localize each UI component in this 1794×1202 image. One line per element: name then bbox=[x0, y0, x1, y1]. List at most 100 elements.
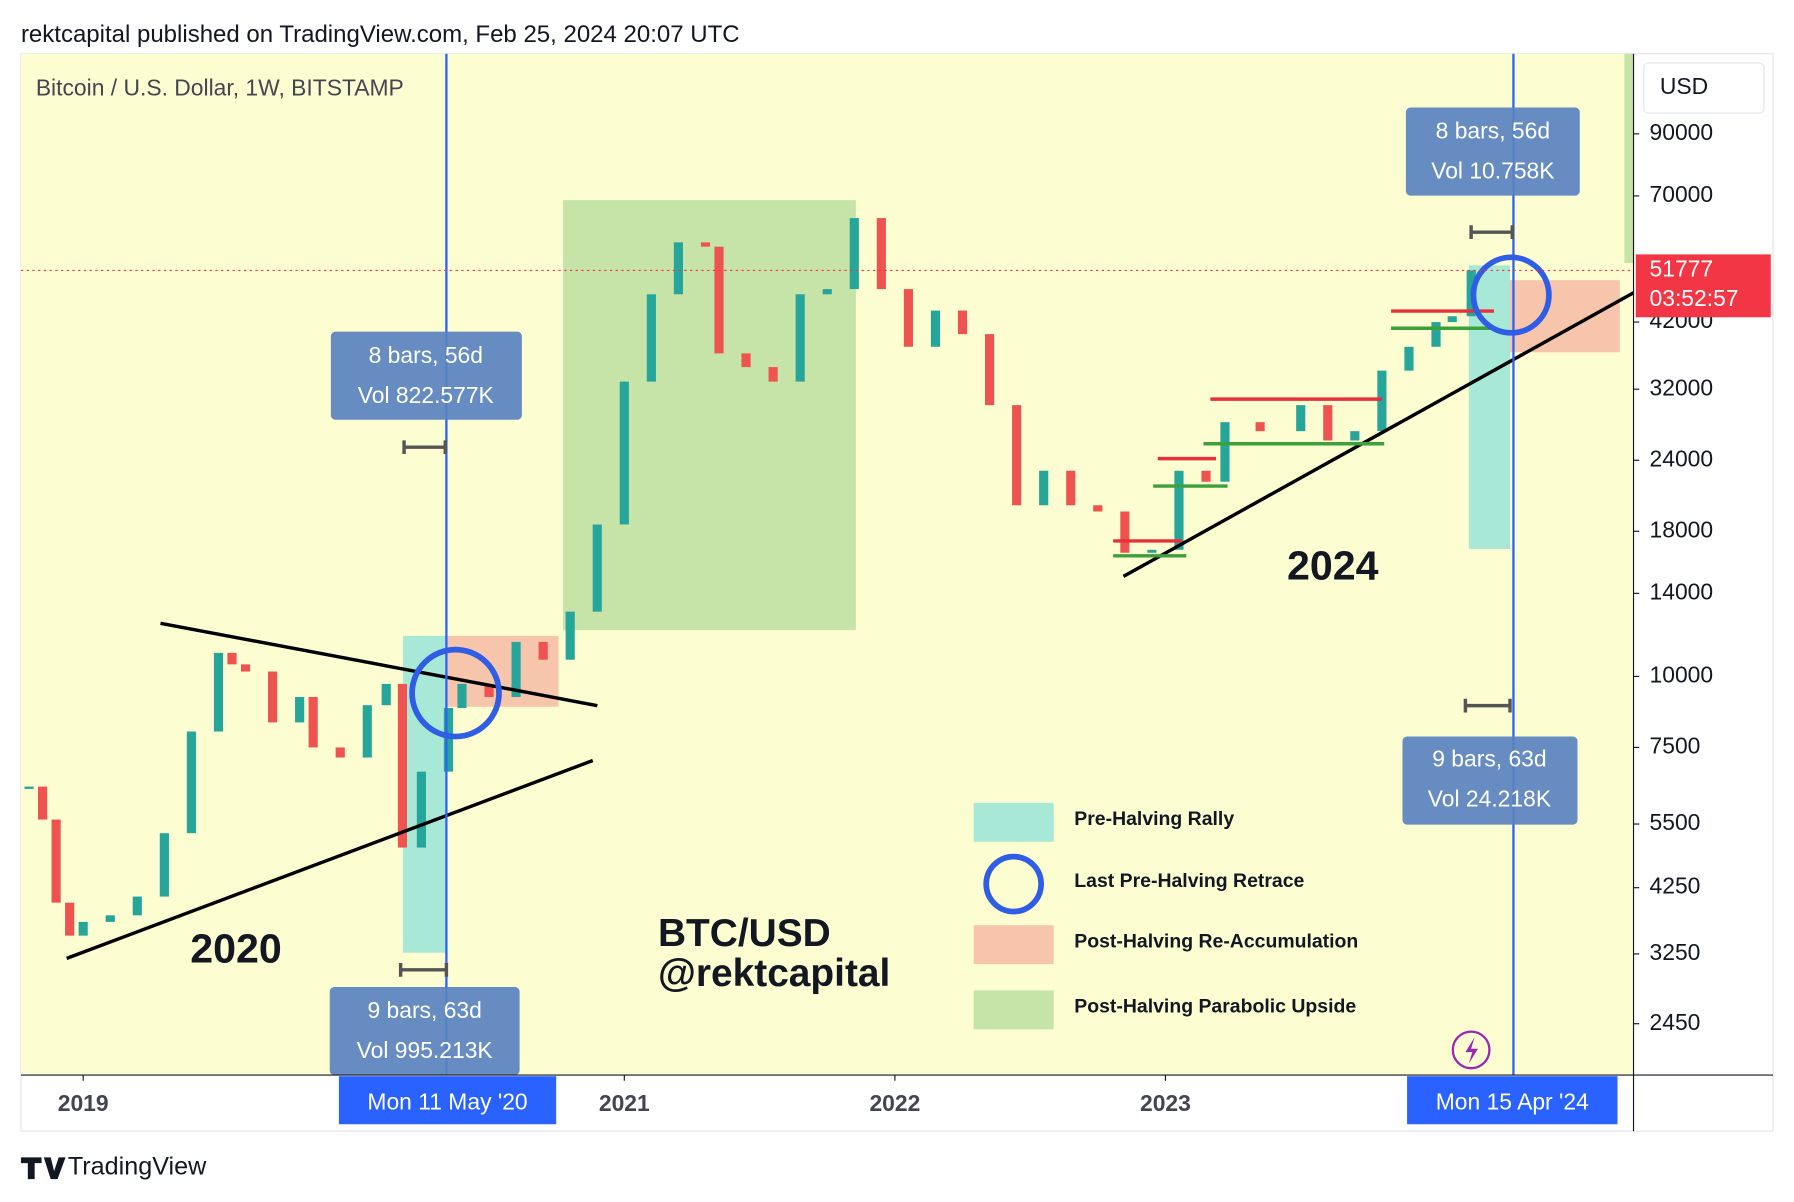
x-tick-label: 2022 bbox=[869, 1090, 920, 1116]
candle bbox=[646, 294, 656, 382]
trendline bbox=[1122, 291, 1635, 578]
candle bbox=[1220, 422, 1230, 482]
candle bbox=[335, 747, 345, 758]
candle bbox=[1296, 405, 1306, 432]
legend-label: Last Pre-Halving Retrace bbox=[1074, 870, 1304, 892]
zone bbox=[563, 200, 856, 631]
candle bbox=[397, 683, 408, 848]
candle bbox=[592, 524, 602, 612]
y-tick-label: 5500 bbox=[1650, 809, 1701, 835]
footer: TradingView bbox=[68, 1152, 207, 1180]
date-label bbox=[1407, 1076, 1618, 1125]
legend-swatch bbox=[983, 853, 1044, 915]
candle bbox=[1174, 470, 1184, 550]
box-text: Vol 10.758K bbox=[1431, 158, 1554, 184]
candle bbox=[308, 697, 318, 748]
candle bbox=[673, 242, 683, 295]
candle bbox=[903, 289, 913, 347]
date-label-text: Mon 15 Apr '24 bbox=[1436, 1089, 1589, 1115]
box-text: Vol 24.218K bbox=[1428, 786, 1551, 812]
retrace-circle bbox=[1470, 254, 1552, 336]
legend-swatch bbox=[973, 925, 1054, 965]
candle bbox=[1201, 470, 1211, 482]
candle bbox=[1377, 370, 1387, 432]
candle bbox=[714, 246, 724, 354]
x-tick-label: 2023 bbox=[1140, 1090, 1191, 1116]
candle bbox=[700, 242, 711, 247]
watermark: @rektcapital bbox=[658, 952, 890, 995]
candle bbox=[78, 921, 88, 936]
legend-label: Post-Halving Parabolic Upside bbox=[1074, 996, 1356, 1018]
box-text: 9 bars, 63d bbox=[1432, 746, 1546, 772]
x-tick-label: 2021 bbox=[599, 1090, 650, 1116]
candle bbox=[822, 289, 832, 295]
last-price: 51777 bbox=[1650, 255, 1714, 281]
date-label-text: Mon 11 May '20 bbox=[367, 1089, 527, 1115]
drawings bbox=[66, 53, 1635, 1076]
candle bbox=[381, 683, 391, 706]
candle bbox=[457, 683, 467, 708]
candle bbox=[741, 353, 751, 368]
annotation: 2020 bbox=[190, 925, 282, 971]
legend-label: Pre-Halving Rally bbox=[1074, 808, 1234, 830]
y-tick-label: 70000 bbox=[1650, 181, 1714, 207]
chart-title: Bitcoin / U.S. Dollar, 1W, BITSTAMP bbox=[36, 74, 404, 100]
candle bbox=[240, 664, 251, 672]
candle bbox=[1012, 405, 1022, 506]
box-text: 8 bars, 56d bbox=[1436, 118, 1550, 144]
logo bbox=[20, 1157, 66, 1180]
y-tick-label: 90000 bbox=[1650, 119, 1714, 145]
candle bbox=[105, 915, 115, 922]
candle bbox=[1039, 470, 1049, 506]
candle bbox=[443, 707, 454, 772]
candle bbox=[876, 218, 886, 290]
info-boxes: 8 bars, 56d Vol 822.577K 9 bars, 63d Vol… bbox=[329, 107, 1580, 1076]
legend-swatch bbox=[973, 802, 1054, 842]
countdown: 03:52:57 bbox=[1650, 285, 1739, 311]
candle bbox=[1323, 405, 1333, 441]
zone bbox=[1510, 280, 1620, 353]
candle bbox=[227, 652, 237, 665]
candle bbox=[1447, 316, 1457, 323]
y-tick-label: 2450 bbox=[1650, 1009, 1701, 1035]
candle bbox=[484, 683, 494, 698]
y-tick-label: 18000 bbox=[1650, 516, 1714, 542]
last-price-box bbox=[1635, 254, 1771, 318]
candle bbox=[24, 786, 34, 789]
candle bbox=[1404, 346, 1414, 371]
legend-swatch bbox=[973, 990, 1054, 1030]
watermark: BTC/USD bbox=[658, 912, 831, 955]
candle bbox=[1066, 470, 1076, 506]
candle bbox=[132, 896, 142, 916]
candle bbox=[957, 310, 968, 335]
box-text: 8 bars, 56d bbox=[369, 342, 483, 368]
candle bbox=[619, 381, 629, 525]
candle bbox=[1147, 549, 1157, 553]
box-text: Vol 995.213K bbox=[357, 1037, 493, 1063]
currency-button[interactable] bbox=[1643, 62, 1765, 114]
candle bbox=[930, 310, 941, 347]
candle bbox=[1120, 511, 1130, 553]
trendline bbox=[160, 621, 598, 708]
candle bbox=[416, 771, 426, 848]
candle bbox=[38, 786, 48, 820]
trendline bbox=[66, 758, 594, 961]
date-label bbox=[338, 1076, 557, 1125]
candle bbox=[267, 671, 278, 723]
header: rektcapital published on TradingView.com… bbox=[21, 21, 740, 48]
candle bbox=[1093, 505, 1103, 512]
x-tick-label: 2019 bbox=[58, 1090, 109, 1116]
candle bbox=[985, 334, 995, 406]
box-text: 9 bars, 63d bbox=[367, 997, 481, 1023]
candle bbox=[1255, 422, 1265, 432]
icon[interactable] bbox=[1451, 1030, 1491, 1070]
candle bbox=[295, 697, 305, 723]
annotation: 2024 bbox=[1287, 542, 1379, 588]
candle bbox=[538, 641, 548, 660]
zone bbox=[1624, 53, 1634, 264]
currency: USD bbox=[1660, 73, 1708, 99]
candle bbox=[1350, 431, 1360, 441]
y-tick-label: 14000 bbox=[1650, 578, 1714, 604]
y-tick-label: 4250 bbox=[1650, 873, 1701, 899]
